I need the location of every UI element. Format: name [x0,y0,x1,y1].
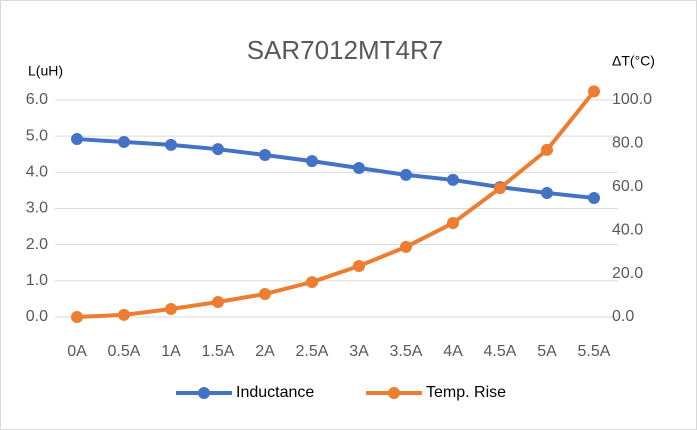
y-tick-label: 2.0 [26,236,48,253]
x-tick-label: 1A [161,343,181,360]
x-tick-label: 5A [537,343,557,360]
point [400,240,412,253]
chart-title: SAR7012MT4R7 [247,35,444,65]
y-axis-title: L(uH) [28,63,63,79]
point [588,85,600,98]
point [212,296,224,309]
x-tick-label: 1.5A [202,343,235,360]
x-tick-label: 2A [255,343,275,360]
point [165,138,177,151]
y-tick-label: 6.0 [26,91,48,108]
y-tick-label: 4.0 [26,164,48,181]
point [306,276,318,289]
point [259,287,271,300]
x-tick-label: 5.5A [578,343,611,360]
legend-marker [198,387,210,399]
point [165,302,177,315]
point [306,155,318,168]
legend-marker [388,387,400,399]
x-tick-label: 2.5A [296,343,329,360]
y2-tick-label: 0.0 [612,308,634,325]
point [447,217,459,230]
series-line [76,137,595,201]
point [212,143,224,156]
x-tick-label: 3.5A [390,343,423,360]
point [541,186,553,199]
x-tick-label: 4.5A [484,343,517,360]
point [353,260,365,273]
y2-tick-label: 40.0 [612,221,643,238]
point [353,161,365,174]
y2-tick-label: 100.0 [612,91,652,108]
y-tick-label: 1.0 [26,272,48,289]
point [259,148,271,161]
y-tick-label: 3.0 [26,200,48,217]
point [447,173,459,186]
y2-tick-label: 80.0 [612,135,643,152]
y2-tick-label: 20.0 [612,265,643,282]
point [118,135,130,148]
plot [71,85,600,323]
x-tick-label: 4A [443,343,463,360]
y-tick-label: 5.0 [26,127,48,144]
x-tick-label: 0.5A [108,343,141,360]
legend-label: Inductance [236,384,314,401]
point [541,143,553,156]
legend-label: Temp. Rise [426,384,506,401]
x-tick-label: 3A [349,343,369,360]
series-line [76,90,596,319]
x-tick-label: 0A [67,343,87,360]
point [71,311,83,323]
point [588,192,600,205]
y2-tick-label: 60.0 [612,178,643,195]
y-tick-label: 0.0 [26,308,48,325]
point [71,133,83,146]
point [118,308,130,321]
point [494,182,506,195]
y2-axis-title: ΔT(°C) [612,53,655,69]
point [400,168,412,181]
